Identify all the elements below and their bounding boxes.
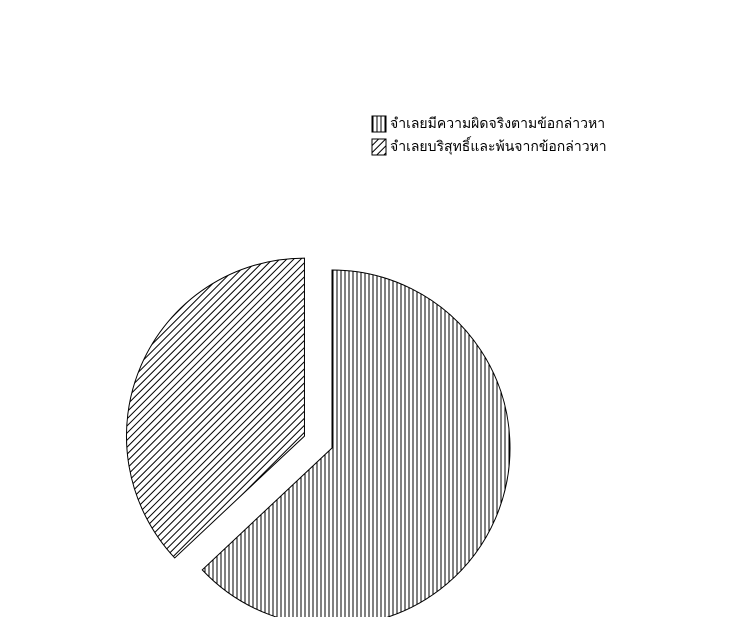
legend-label: จำเลยมีความผิดจริงตามข้อกล่าวหา xyxy=(390,116,605,132)
pie-slice xyxy=(201,269,511,617)
pie-slice xyxy=(126,257,305,559)
legend-label: จำเลยบริสุทธิ์และพ้นจากข้อกล่าวหา xyxy=(390,136,607,155)
legend-swatch xyxy=(371,115,387,133)
legend-swatch xyxy=(371,138,387,156)
